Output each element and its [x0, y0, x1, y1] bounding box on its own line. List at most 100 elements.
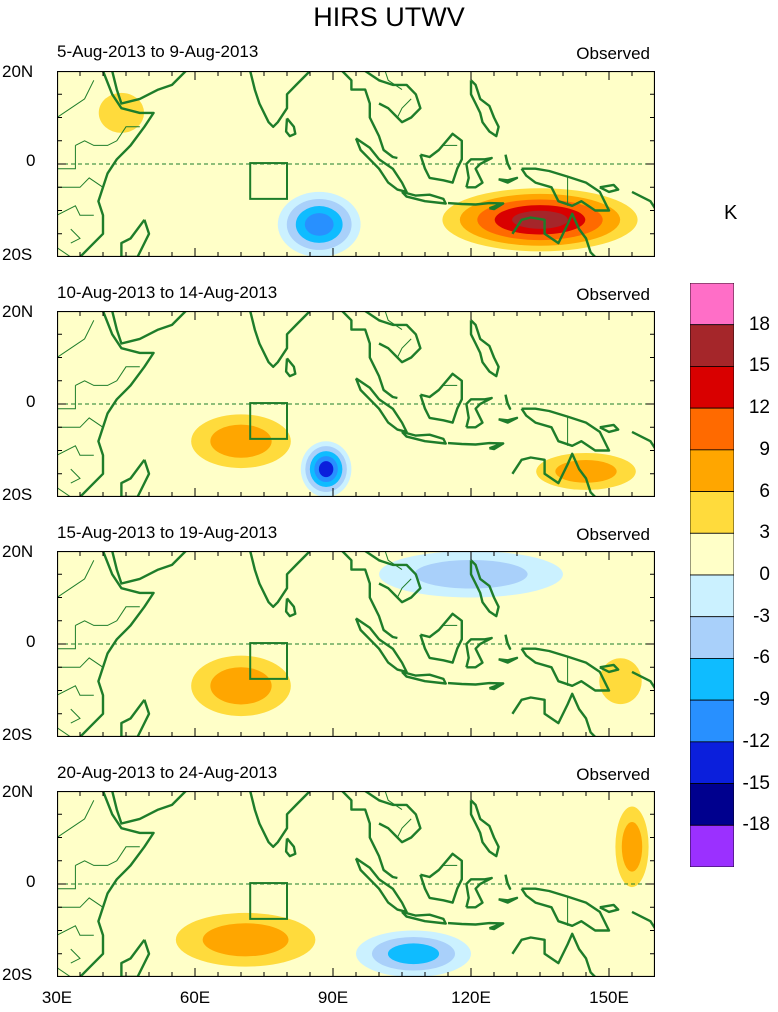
- coastline: [284, 837, 297, 858]
- coastline: [231, 551, 311, 608]
- country-border: [396, 98, 412, 118]
- country-border: [57, 685, 94, 696]
- anomaly-contour: [210, 667, 272, 705]
- country-border: [57, 727, 72, 737]
- country-border: [57, 247, 72, 257]
- coastline: [284, 357, 297, 378]
- colorbar-swatch: [690, 449, 734, 492]
- colorbar-tick-label: 18: [748, 313, 770, 335]
- country-border: [57, 417, 104, 428]
- colorbar-swatch: [690, 741, 734, 784]
- country-border: [75, 606, 140, 626]
- coastline: [469, 559, 500, 618]
- country-border: [57, 897, 104, 908]
- coastline: [354, 617, 408, 674]
- coastline: [364, 71, 422, 124]
- country-border: [57, 177, 104, 188]
- coastline: [354, 857, 408, 914]
- coastline: [231, 791, 311, 848]
- coastline: [447, 921, 504, 926]
- colorbar-tick-label: 15: [748, 355, 770, 377]
- lat-label-eq: 0: [26, 392, 36, 411]
- coastline: [504, 154, 512, 170]
- map-panel-3: [57, 551, 655, 737]
- panel-3-tag: Observed: [576, 525, 650, 544]
- country-border: [70, 228, 81, 244]
- coastline: [504, 634, 512, 650]
- coastline: [488, 202, 505, 211]
- coastline: [79, 311, 155, 497]
- country-border: [384, 551, 403, 571]
- coastline: [511, 452, 597, 497]
- coastline: [631, 430, 655, 449]
- coastline: [511, 932, 597, 977]
- coastline: [339, 71, 398, 160]
- coastline: [488, 682, 505, 691]
- map-panel-2: [57, 311, 655, 497]
- coastline: [465, 156, 493, 189]
- coastline: [79, 551, 155, 737]
- region-box: [249, 162, 288, 200]
- coastline: [284, 117, 297, 138]
- coastline: [469, 799, 500, 858]
- country-border: [57, 865, 76, 890]
- colorbar-swatch: [690, 366, 734, 409]
- coastline: [120, 939, 151, 977]
- lon-label-150e: 150E: [589, 988, 629, 1007]
- coastline: [120, 459, 151, 497]
- coastline: [111, 551, 187, 585]
- colorbar-tick-label: 12: [748, 397, 770, 419]
- colorbar-units: K: [724, 202, 738, 224]
- coastline: [498, 896, 519, 904]
- coastline: [498, 416, 519, 424]
- country-border: [57, 925, 94, 936]
- country-border: [57, 320, 95, 358]
- coastline: [339, 551, 398, 640]
- colorbar-tick-label: 0: [759, 564, 770, 585]
- colorbar-tick-label: 9: [759, 438, 770, 460]
- panel-4-date-range: 20-Aug-2013 to 24-Aug-2013: [57, 763, 278, 782]
- anomaly-contour: [98, 92, 145, 133]
- country-border: [57, 445, 94, 456]
- colorbar-tick-label: -9: [753, 689, 770, 711]
- coastline: [364, 551, 422, 604]
- colorbar-tick-label: -12: [742, 730, 770, 752]
- coastline: [511, 692, 597, 737]
- coastline: [339, 791, 398, 880]
- coastline: [520, 647, 611, 692]
- country-border: [384, 311, 403, 331]
- anomaly-contour: [555, 460, 617, 483]
- colorbar-tick-label: -15: [742, 772, 770, 794]
- lon-label-120e: 120E: [451, 988, 491, 1007]
- colorbar-tick-label: 6: [759, 480, 770, 502]
- coastline: [469, 319, 500, 378]
- chart-title: HIRS UTWV: [313, 2, 465, 32]
- coastline: [364, 791, 422, 844]
- coastline: [599, 183, 620, 194]
- coastline: [339, 311, 398, 400]
- anomaly-contour: [599, 658, 642, 705]
- lon-label-60e: 60E: [179, 988, 211, 1007]
- coastline: [469, 79, 500, 138]
- region-box: [249, 402, 288, 440]
- lat-label-20n: 20N: [2, 62, 34, 81]
- country-border: [57, 967, 72, 977]
- panel-1-tag: Observed: [576, 44, 650, 63]
- colorbar-tick-label: -3: [753, 605, 770, 627]
- country-border: [70, 468, 81, 484]
- region-box: [249, 882, 288, 920]
- anomaly-contour: [621, 822, 643, 872]
- coastline: [231, 71, 311, 128]
- coastline: [284, 597, 297, 618]
- colorbar-tick-label: -18: [742, 814, 770, 836]
- anomaly-contour: [387, 943, 440, 965]
- coastline: [447, 201, 504, 206]
- colorbar-tick-label: 3: [759, 522, 770, 544]
- coastline: [111, 791, 187, 825]
- anomaly-contour: [304, 213, 334, 236]
- coastline: [599, 663, 620, 674]
- coastline: [401, 430, 447, 445]
- country-border: [75, 366, 140, 386]
- coastline: [504, 874, 512, 890]
- coastline: [465, 636, 493, 669]
